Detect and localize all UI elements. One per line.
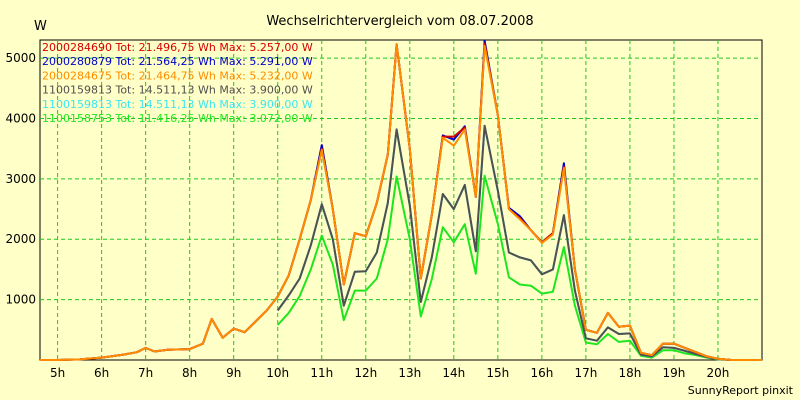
legend: 2000284690 Tot: 21.496,75 Wh Max: 5.257,…: [42, 41, 313, 125]
x-tick-labels: 5h 6h 7h 8h 9h 10h 11h 12h 13h 14h 15h 16h 17h 18h 19h…: [50, 366, 729, 380]
footer-credit: SunnyReport pinxit: [688, 384, 794, 397]
x-tick-label: 14h: [442, 366, 465, 380]
x-tick-label: 7h: [138, 366, 153, 380]
legend-entry: 1100158753 Tot: 11.416,25 Wh Max: 3.072,…: [42, 112, 313, 125]
y-tick-label: 1000: [5, 293, 36, 307]
series-line: [276, 174, 732, 361]
y-tick-label: 2000: [5, 232, 36, 246]
legend-entry: 2000280879 Tot: 21.564,25 Wh Max: 5.291,…: [42, 55, 313, 68]
x-tick-label: 16h: [530, 366, 553, 380]
x-tick-label: 18h: [618, 366, 641, 380]
series-line: [276, 124, 732, 361]
legend-entry: 2000284675 Tot: 21.464,75 Wh Max: 5.232,…: [42, 69, 313, 82]
x-tick-label: 5h: [50, 366, 65, 380]
x-tick-label: 8h: [182, 366, 197, 380]
y-tick-label: 4000: [5, 111, 36, 125]
y-tick-label: 5000: [5, 51, 36, 65]
y-tick-labels: 1000 2000 3000 4000 5000: [5, 51, 36, 307]
series-line: [40, 43, 762, 361]
series-lines: [40, 39, 762, 361]
x-tick-label: 20h: [707, 366, 730, 380]
grid: [40, 40, 762, 360]
x-tick-label: 6h: [94, 366, 109, 380]
x-tick-label: 9h: [226, 366, 241, 380]
y-axis-label: W: [34, 19, 47, 34]
x-tick-label: 13h: [398, 366, 421, 380]
legend-entry: 1100159813 Tot: 14.511,13 Wh Max: 3.900,…: [42, 98, 313, 111]
legend-entry: 2000284690 Tot: 21.496,75 Wh Max: 5.257,…: [42, 41, 313, 54]
x-tick-label: 19h: [663, 366, 686, 380]
legend-entry: 1100159813 Tot: 14.511,13 Wh Max: 3.900,…: [42, 84, 313, 97]
x-tick-label: 12h: [354, 366, 377, 380]
x-tick-label: 11h: [310, 366, 333, 380]
y-tick-label: 3000: [5, 172, 36, 186]
x-tick-label: 10h: [266, 366, 289, 380]
x-tick-label: 15h: [486, 366, 509, 380]
chart-title: Wechselrichtervergleich vom 08.07.2008: [266, 14, 533, 29]
x-tick-label: 17h: [574, 366, 597, 380]
